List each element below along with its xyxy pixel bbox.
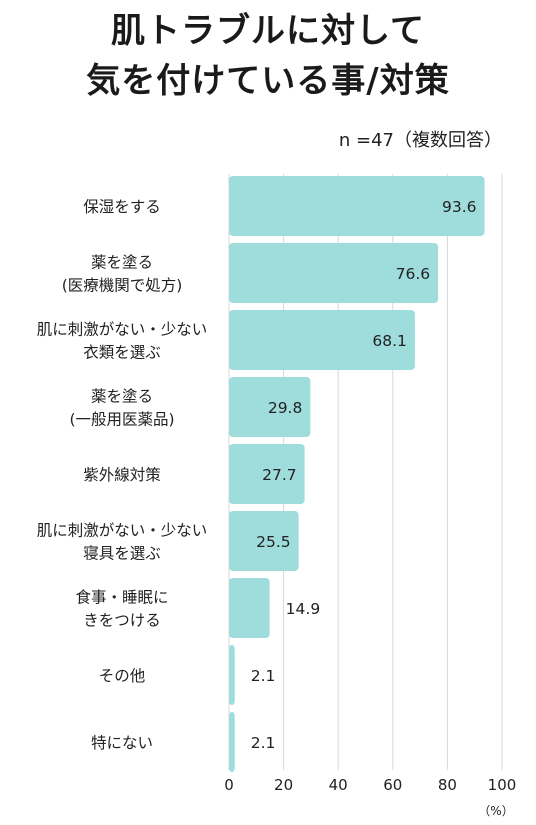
category-label-line: (医療機関で処方) xyxy=(62,277,183,295)
category-label-line: その他 xyxy=(99,667,146,685)
category-label-line: 特にない xyxy=(91,734,153,752)
category-label-line: (一般用医薬品) xyxy=(69,411,174,429)
category-labels: 保湿をする薬を塗る(医療機関で処方)肌に刺激がない・少ない衣類を選ぶ薬を塗る(一… xyxy=(37,198,208,752)
category-label-line: 肌に刺激がない・少ない xyxy=(37,321,208,339)
sample-size-note: n =47（複数回答） xyxy=(338,130,502,151)
category-label: 食事・睡眠にきをつける xyxy=(75,589,168,630)
value-label: 2.1 xyxy=(251,667,276,685)
category-label: 保湿をする xyxy=(83,198,161,216)
x-tick-label: 40 xyxy=(329,776,348,794)
x-axis-ticks: 0 20 40 60 80 100 （%） xyxy=(224,776,516,818)
category-label: 薬を塗る (一般用医薬品) xyxy=(69,387,174,429)
bar xyxy=(229,310,415,370)
x-tick-label: 20 xyxy=(274,776,293,794)
category-label: 肌に刺激がない・少ない寝具を選ぶ xyxy=(37,522,208,563)
category-label: 薬を塗る (医療機関で処方) xyxy=(62,253,183,295)
x-axis-unit-label: （%） xyxy=(478,804,513,818)
category-label-line: きをつける xyxy=(83,612,161,630)
value-label: 93.6 xyxy=(442,198,477,216)
category-label-line: 薬を塗る xyxy=(91,253,153,272)
value-labels: 93.6 76.6 68.1 29.8 27.7 25.5 14.9 2.1 2.1 xyxy=(251,198,477,752)
value-label: 68.1 xyxy=(372,332,407,350)
category-label-line: 食事・睡眠に xyxy=(75,589,168,607)
value-label: 25.5 xyxy=(256,533,291,551)
chart-title-line-1: 肌トラブルに対して xyxy=(111,11,425,51)
category-label: その他 xyxy=(99,667,146,685)
bar xyxy=(229,511,299,571)
x-tick-label: 100 xyxy=(488,776,517,794)
category-label: 特にない xyxy=(91,734,153,752)
bar xyxy=(229,243,439,303)
category-label: 紫外線対策 xyxy=(83,466,161,484)
x-tick-label: 80 xyxy=(438,776,457,794)
chart-title: 肌トラブルに対して 気を付けている事/対策 xyxy=(0,6,536,106)
bar xyxy=(229,645,235,705)
value-label: 29.8 xyxy=(268,399,303,417)
bar xyxy=(229,444,305,504)
x-tick-label: 0 xyxy=(224,776,234,794)
category-label-line: 衣類を選ぶ xyxy=(83,344,161,362)
value-label: 27.7 xyxy=(262,466,297,484)
bar xyxy=(229,578,270,638)
category-label-line: 薬を塗る xyxy=(91,387,153,406)
category-label-line: 肌に刺激がない・少ない xyxy=(37,522,208,540)
bars xyxy=(229,176,485,772)
x-tick-label: 60 xyxy=(383,776,402,794)
category-label: 肌に刺激がない・少ない衣類を選ぶ xyxy=(37,321,208,362)
category-label-line: 保湿をする xyxy=(83,198,161,216)
value-label: 2.1 xyxy=(251,734,276,752)
category-label-line: 寝具を選ぶ xyxy=(83,544,161,563)
bar xyxy=(229,377,311,437)
category-label-line: 紫外線対策 xyxy=(83,466,161,484)
bar xyxy=(229,176,485,236)
value-label: 14.9 xyxy=(286,600,321,618)
value-label: 76.6 xyxy=(396,265,431,283)
bar xyxy=(229,712,235,772)
chart-title-line-2: 気を付けている事/対策 xyxy=(86,61,450,101)
